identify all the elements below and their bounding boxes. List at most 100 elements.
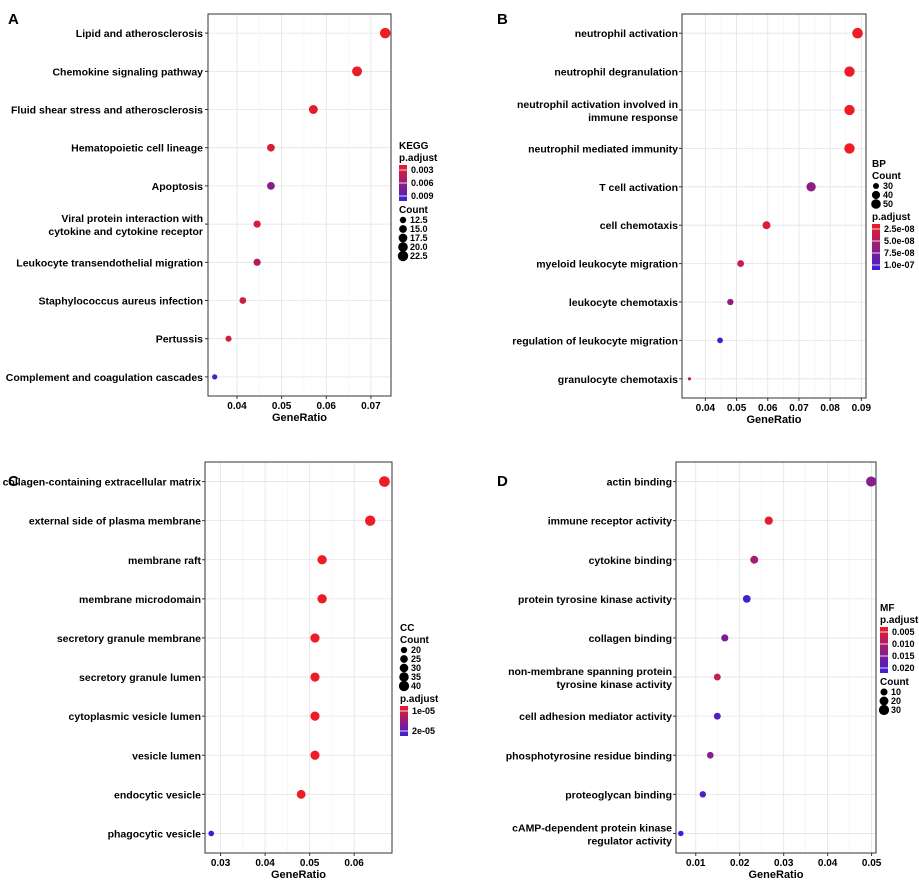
category-label: neutrophil activation involved in immune … [517, 99, 678, 124]
legend-count-dot [398, 242, 408, 252]
panel-a: A Lipid and atherosclerosis Chemokine sign… [6, 11, 438, 424]
category-label: vesicle lumen [132, 750, 201, 762]
legend-count-label: 17.5 [410, 233, 428, 243]
plot-border [675, 461, 877, 854]
plot-border [681, 13, 867, 399]
category-label: cytokine binding [589, 555, 672, 567]
data-point [750, 555, 759, 564]
legend-count-label: 35 [411, 672, 421, 682]
category-label: Lipid and atherosclerosis [76, 28, 203, 40]
category-label: external side of plasma membrane [29, 516, 201, 528]
data-point [699, 791, 707, 798]
x-tick-label: 0.08 [820, 403, 840, 414]
data-point [713, 673, 721, 681]
x-tick-label: 0.07 [789, 403, 809, 414]
x-tick-label: 0.05 [272, 401, 292, 412]
data-point [317, 594, 327, 604]
legend-count-dot [399, 672, 409, 682]
data-point [721, 634, 729, 642]
legend-padj-label: 0.003 [411, 165, 434, 175]
data-point [352, 66, 363, 77]
x-tick-label: 0.04 [696, 403, 716, 414]
x-tick-label: 0.07 [361, 401, 381, 412]
panel-label-a: A [8, 11, 19, 28]
data-point [678, 830, 684, 837]
legend-padj-label: 0.010 [892, 639, 915, 649]
legend-padj-label: 0.005 [892, 627, 915, 637]
legend-padj-label: 0.020 [892, 663, 915, 673]
data-point [844, 104, 855, 116]
category-label: non-membrane spanning protein tyrosine ki… [508, 666, 672, 691]
legend-count-label: 40 [883, 190, 893, 200]
x-tick-label: 0.05 [300, 858, 320, 869]
legend-count-label: 15.0 [410, 224, 428, 234]
data-point [764, 516, 773, 525]
x-tick-label: 0.09 [852, 403, 872, 414]
category-label: phosphotyrosine residue binding [506, 750, 672, 762]
legend-count-title: Count [872, 171, 902, 182]
legend-count-label: 40 [411, 681, 421, 691]
data-point [208, 830, 215, 837]
data-point [706, 751, 714, 759]
category-label: phagocytic vesicle [108, 828, 202, 840]
data-point [844, 143, 855, 154]
data-point [762, 221, 771, 230]
category-label: cell chemotaxis [600, 220, 678, 232]
data-point [317, 555, 327, 565]
data-point [239, 297, 247, 304]
legend-padj-title: p.adjust [880, 615, 919, 626]
legend-padj-title: p.adjust [872, 212, 911, 223]
legend-padj-title: p.adjust [399, 153, 438, 164]
data-point [225, 335, 232, 342]
legend-count-label: 20 [891, 696, 901, 706]
data-point [267, 182, 275, 190]
x-tick-label: 0.06 [344, 858, 364, 869]
data-point [844, 66, 855, 77]
legend-count-dot [400, 655, 408, 663]
category-label: Staphylococcus aureus infection [38, 296, 203, 308]
legend-padj-label: 2e-05 [412, 726, 435, 736]
x-axis-title: GeneRatio [746, 414, 801, 426]
category-label: proteoglycan binding [565, 789, 672, 801]
category-label: cytoplasmic vesicle lumen [69, 711, 201, 723]
legend-count-label: 10 [891, 687, 901, 697]
data-point [310, 711, 320, 721]
legend-title: CC [400, 623, 414, 634]
category-label: T cell activation [599, 182, 678, 194]
category-label: Chemokine signaling pathway [52, 66, 203, 78]
category-label: cell adhesion mediator activity [519, 711, 672, 723]
category-label: granulocyte chemotaxis [558, 374, 678, 386]
plot-border [204, 461, 393, 854]
legend-count-dot [871, 190, 881, 200]
data-point [310, 750, 320, 760]
legend-count-label: 50 [883, 199, 893, 209]
category-label: collagen binding [589, 633, 672, 645]
category-label: secretory granule lumen [79, 672, 201, 684]
legend-padj-label: 1e-05 [412, 706, 435, 716]
legend-count-dot [878, 704, 890, 716]
panel-label-c: C [8, 473, 19, 490]
legend-padj-title: p.adjust [400, 694, 439, 705]
data-point [310, 633, 320, 643]
legend-count-title: Count [400, 635, 430, 646]
data-point [713, 712, 721, 720]
legend-padj-label: 0.009 [411, 191, 434, 201]
x-tick-label: 0.04 [227, 401, 247, 412]
category-label: neutrophil activation [575, 28, 678, 40]
legend-count-title: Count [880, 677, 910, 688]
x-tick-label: 0.03 [211, 858, 231, 869]
category-label: collagen-containing extracellular matrix [3, 477, 202, 489]
legend-count-dot [399, 663, 409, 673]
data-point [742, 594, 751, 603]
x-tick-label: 0.04 [818, 858, 838, 869]
category-label: Apoptosis [152, 181, 203, 193]
legend-count-dot [400, 646, 408, 654]
data-point [852, 27, 863, 39]
